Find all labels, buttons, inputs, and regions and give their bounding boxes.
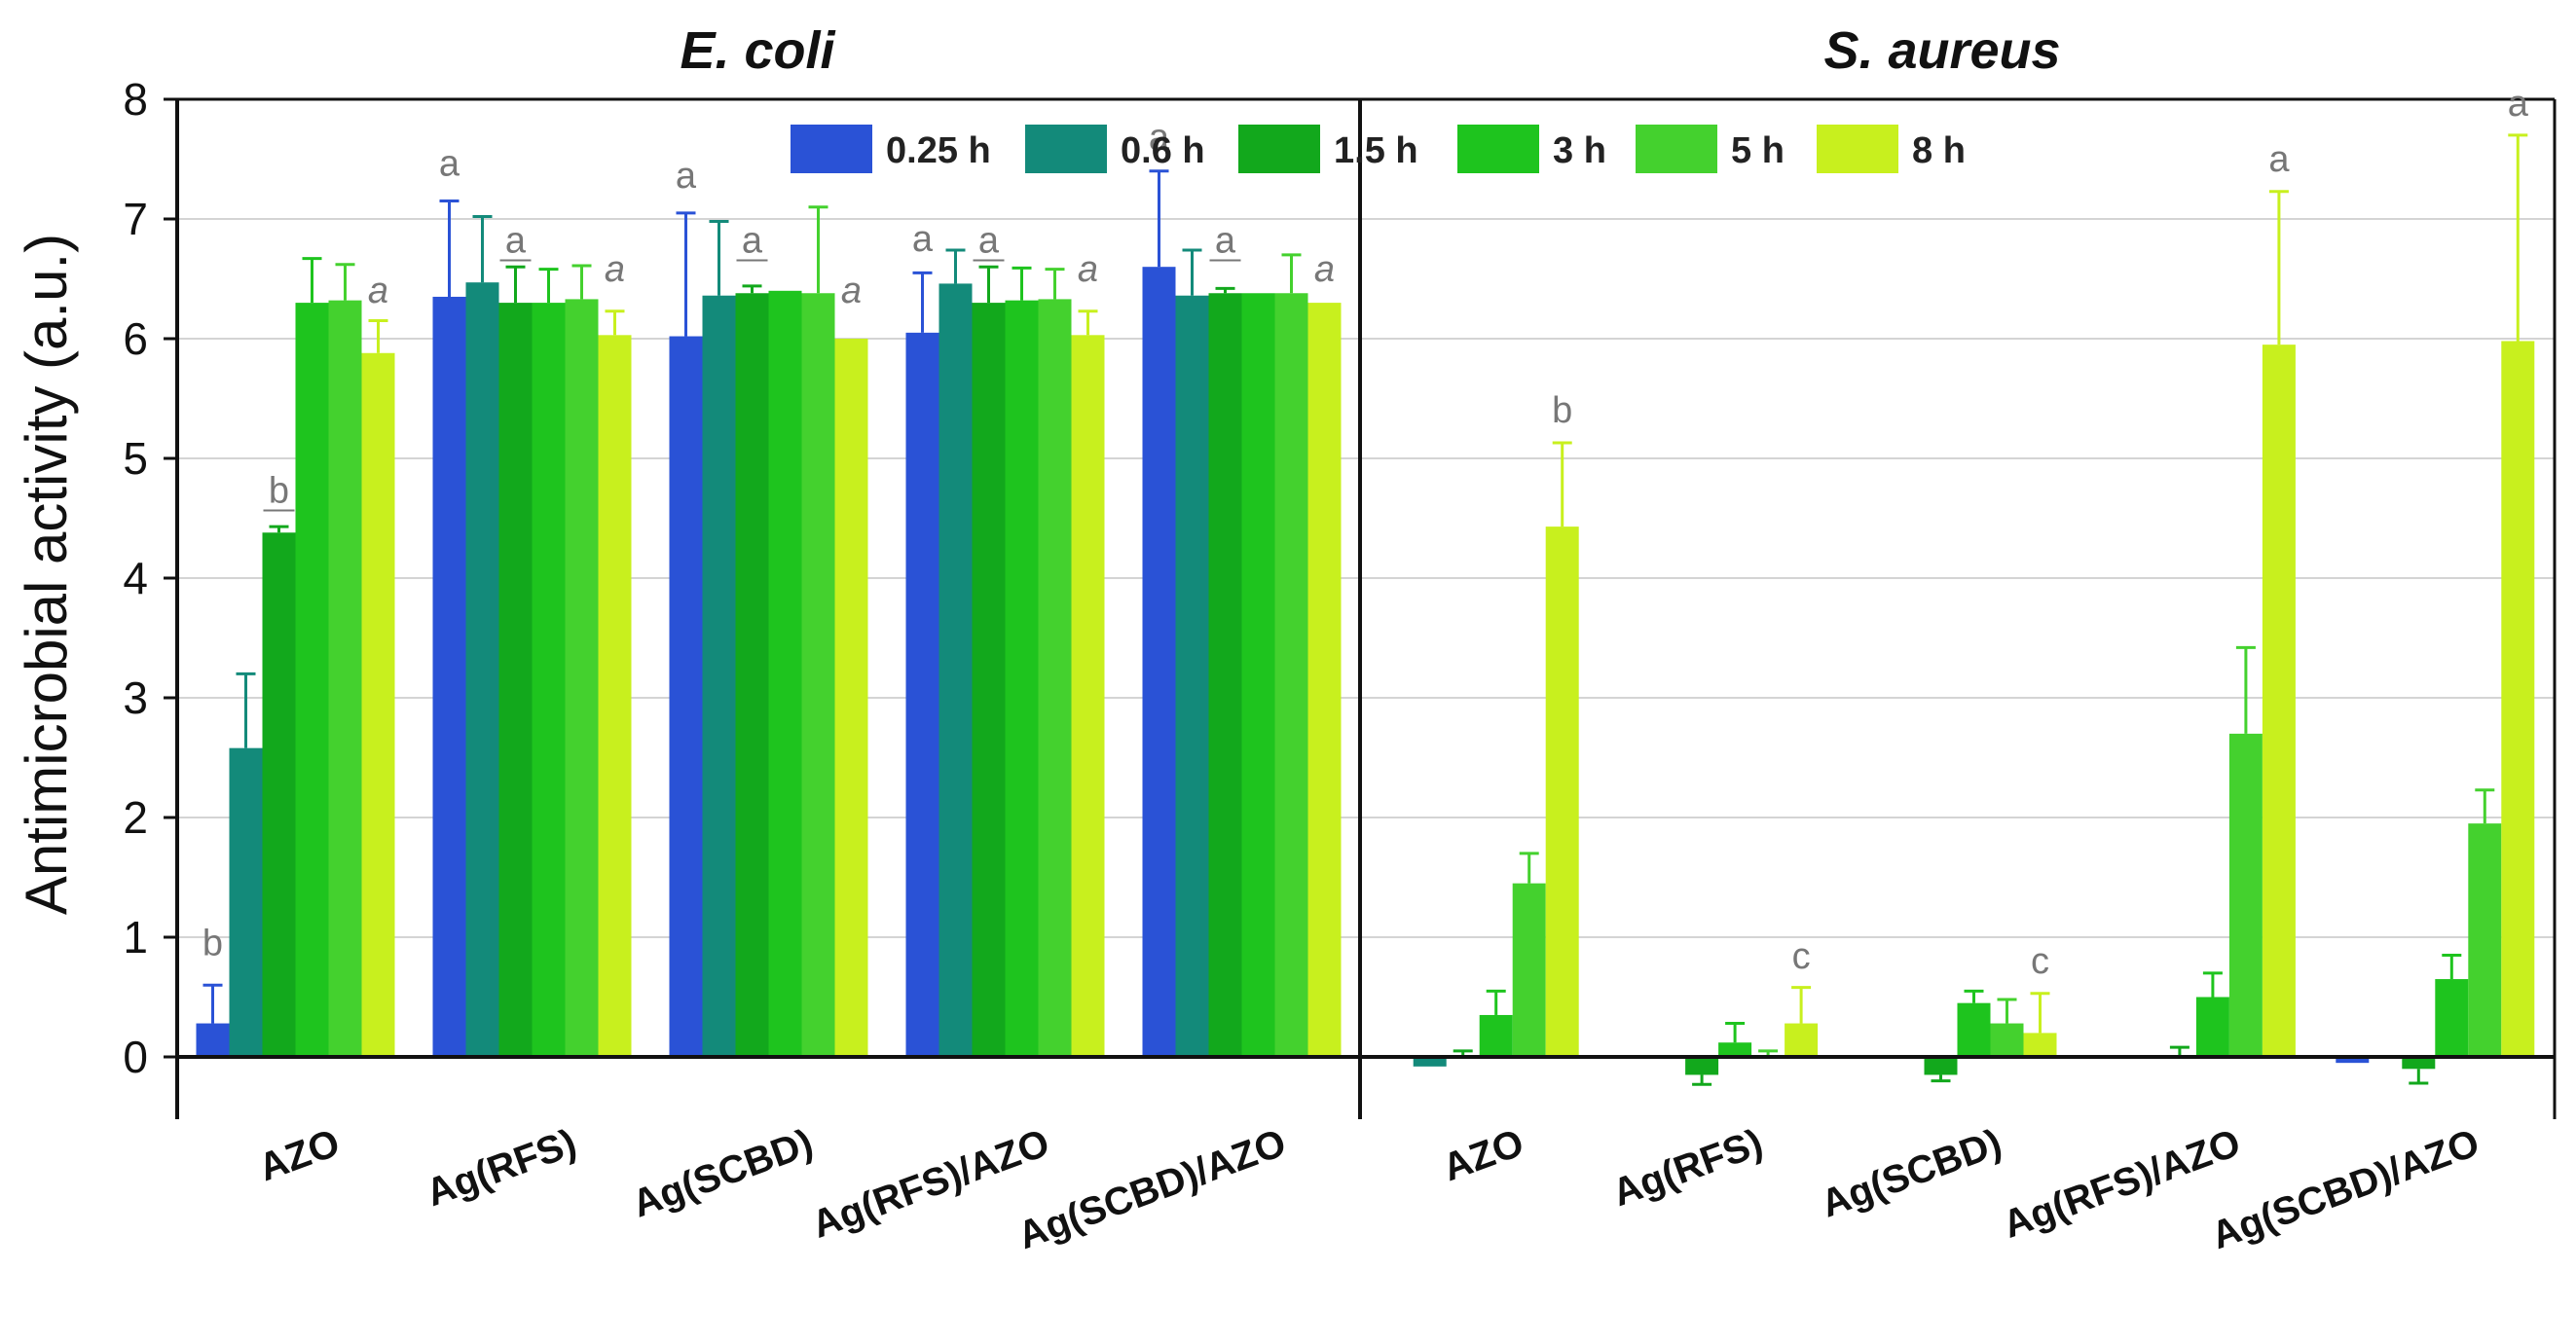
- legend-label: 1.5 h: [1334, 130, 1418, 171]
- bar-ecoli-Ag(SCBD)/AZO-1.5 h: [1208, 293, 1242, 1057]
- bar-ecoli-Ag(RFS)-8 h: [598, 335, 632, 1057]
- legend: 0.25 h 0.6 h 1.5 h 3 h 5 h 8 h: [791, 125, 1966, 173]
- significance-label: a: [1149, 118, 1170, 159]
- y-tick-label: 0: [123, 1032, 148, 1082]
- legend-swatch: [1636, 125, 1717, 173]
- bar-saureus-Ag(SCBD)-5 h: [1990, 1023, 2024, 1057]
- bar-ecoli-Ag(SCBD)/AZO-3 h: [1241, 293, 1275, 1057]
- bar-saureus-Ag(RFS)/AZO-5 h: [2228, 733, 2263, 1057]
- bar-ecoli-Ag(RFS)-0.6 h: [465, 282, 499, 1057]
- bar-ecoli-Ag(RFS)-0.25 h: [432, 296, 466, 1057]
- bar-ecoli-AZO-8 h: [361, 352, 395, 1057]
- legend-label: 5 h: [1731, 130, 1785, 171]
- panel-title-saureus: S. aureus: [1823, 21, 2060, 80]
- bar-ecoli-Ag(SCBD)-0.25 h: [669, 336, 703, 1057]
- significance-label: b: [202, 923, 223, 963]
- bar-ecoli-Ag(RFS)-1.5 h: [498, 303, 533, 1058]
- bar-saureus-Ag(RFS)/AZO-8 h: [2262, 345, 2296, 1057]
- legend-swatch: [791, 125, 872, 173]
- bar-ecoli-Ag(RFS)/AZO-8 h: [1071, 335, 1105, 1057]
- significance-label: a: [439, 144, 460, 185]
- significance-label: a: [2268, 139, 2290, 180]
- significance-label: a: [742, 220, 763, 261]
- legend-swatch: [1457, 125, 1539, 173]
- bar-ecoli-Ag(SCBD)-3 h: [768, 290, 802, 1057]
- y-tick-label: 8: [123, 74, 148, 125]
- legend-label: 3 h: [1553, 130, 1606, 171]
- bar-ecoli-Ag(SCBD)/AZO-0.25 h: [1142, 267, 1176, 1057]
- bar-ecoli-AZO-0.6 h: [229, 747, 263, 1057]
- bar-ecoli-AZO-5 h: [328, 300, 362, 1057]
- bar-ecoli-Ag(SCBD)-8 h: [834, 339, 868, 1057]
- bar-ecoli-Ag(SCBD)/AZO-5 h: [1274, 293, 1308, 1057]
- bar-saureus-Ag(SCBD)-3 h: [1957, 1002, 1991, 1057]
- bar-ecoli-Ag(RFS)/AZO-0.25 h: [905, 332, 939, 1058]
- bar-saureus-AZO-3 h: [1479, 1014, 1513, 1057]
- y-tick-label: 1: [123, 912, 148, 963]
- panel-title-ecoli: E. coli: [680, 21, 835, 80]
- bar-saureus-Ag(SCBD)/AZO-5 h: [2468, 823, 2502, 1057]
- bar-saureus-Ag(RFS)-1.5 h: [1685, 1057, 1719, 1075]
- bar-ecoli-Ag(SCBD)/AZO-8 h: [1307, 303, 1342, 1058]
- significance-label: a: [912, 219, 934, 260]
- bar-ecoli-Ag(RFS)-3 h: [532, 303, 566, 1058]
- y-axis-label: Antimicrobial activity (a.u.): [14, 234, 79, 915]
- bar-ecoli-Ag(RFS)-5 h: [565, 299, 599, 1057]
- legend-swatch: [1817, 125, 1898, 173]
- significance-label: a: [1215, 220, 1236, 261]
- y-tick-label: 2: [123, 792, 148, 843]
- bar-ecoli-AZO-3 h: [295, 303, 329, 1058]
- bar-saureus-Ag(RFS)-3 h: [1718, 1042, 1752, 1057]
- bar-saureus-Ag(SCBD)/AZO-0.25 h: [2336, 1057, 2370, 1064]
- bar-saureus-Ag(SCBD)/AZO-3 h: [2435, 979, 2469, 1057]
- bar-ecoli-AZO-1.5 h: [262, 532, 296, 1057]
- bar-saureus-Ag(SCBD)/AZO-1.5 h: [2402, 1057, 2436, 1070]
- legend-swatch: [1238, 125, 1320, 173]
- significance-label: a: [841, 271, 862, 311]
- bar-saureus-AZO-5 h: [1512, 883, 1546, 1057]
- axes-layer: 0 1 2 3 4 5 6 7 8: [123, 74, 2557, 1119]
- significance-label: a: [605, 249, 625, 290]
- y-tick-label: 5: [123, 433, 148, 484]
- y-tick-label: 3: [123, 672, 148, 723]
- significance-label: a: [676, 156, 697, 197]
- bar-saureus-Ag(SCBD)-8 h: [2023, 1033, 2057, 1057]
- bar-ecoli-Ag(RFS)/AZO-3 h: [1005, 300, 1039, 1057]
- significance-label: a: [978, 220, 1000, 261]
- significance-label: a: [2508, 84, 2529, 125]
- legend-label: 0.25 h: [886, 130, 991, 171]
- significance-label: c: [2031, 941, 2049, 982]
- bars-layer: [196, 133, 2535, 1086]
- significance-label: a: [505, 220, 527, 261]
- significance-label: a: [1314, 249, 1335, 290]
- legend-label: 8 h: [1912, 130, 1966, 171]
- bar-ecoli-AZO-0.25 h: [196, 1023, 230, 1057]
- bar-ecoli-Ag(SCBD)-1.5 h: [735, 293, 769, 1057]
- y-tick-label: 6: [123, 313, 148, 364]
- bar-ecoli-Ag(RFS)/AZO-0.6 h: [938, 283, 973, 1057]
- bar-saureus-AZO-0.6 h: [1413, 1057, 1447, 1067]
- bar-saureus-Ag(SCBD)-1.5 h: [1924, 1057, 1958, 1075]
- significance-label: a: [368, 271, 388, 311]
- bar-saureus-Ag(RFS)/AZO-3 h: [2195, 997, 2229, 1057]
- bar-ecoli-Ag(RFS)/AZO-1.5 h: [972, 303, 1006, 1058]
- bar-saureus-AZO-8 h: [1545, 527, 1579, 1057]
- bar-ecoli-Ag(RFS)/AZO-5 h: [1038, 299, 1072, 1057]
- y-tick-label: 7: [123, 194, 148, 244]
- legend-label: 0.6 h: [1121, 130, 1205, 171]
- bar-ecoli-Ag(SCBD)/AZO-0.6 h: [1175, 295, 1209, 1058]
- bar-ecoli-Ag(SCBD)-0.6 h: [702, 295, 736, 1058]
- significance-label: b: [269, 471, 289, 512]
- significance-label: a: [1078, 249, 1098, 290]
- bar-saureus-Ag(RFS)-8 h: [1785, 1023, 1819, 1057]
- significance-label: c: [1792, 936, 1811, 977]
- bar-ecoli-Ag(SCBD)-5 h: [801, 293, 835, 1057]
- significance-label: b: [1552, 390, 1572, 431]
- bar-saureus-Ag(SCBD)/AZO-8 h: [2501, 341, 2535, 1058]
- y-tick-label: 4: [123, 553, 148, 603]
- legend-swatch: [1025, 125, 1107, 173]
